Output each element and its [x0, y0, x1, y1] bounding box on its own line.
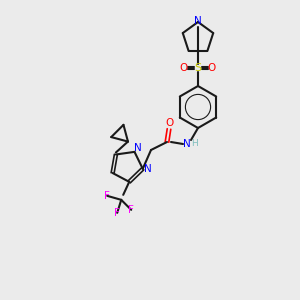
Text: F: F — [114, 208, 120, 218]
Text: H: H — [192, 140, 198, 148]
Text: O: O — [180, 63, 188, 73]
Text: F: F — [104, 191, 110, 201]
Text: O: O — [208, 63, 216, 73]
Text: N: N — [183, 139, 191, 149]
Text: S: S — [194, 63, 202, 73]
Text: F: F — [128, 205, 134, 215]
Text: N: N — [194, 16, 202, 26]
Text: N: N — [144, 164, 152, 174]
Text: N: N — [134, 143, 141, 153]
Text: O: O — [166, 118, 174, 128]
